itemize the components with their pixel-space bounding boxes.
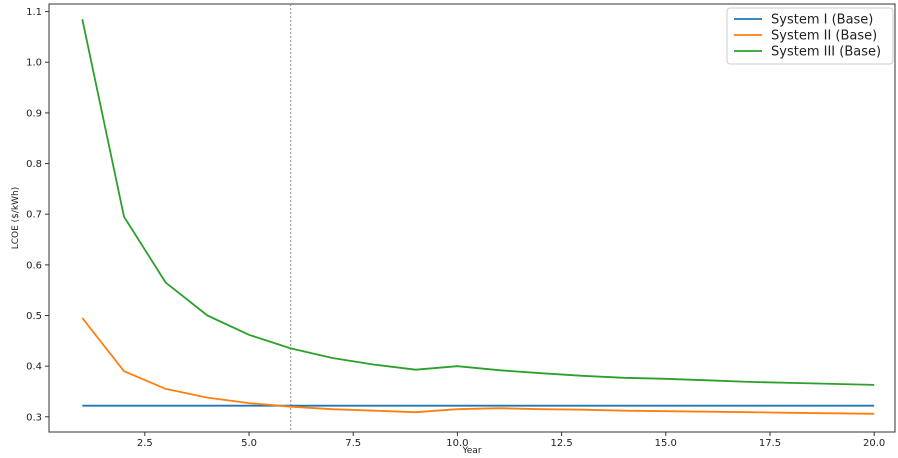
series-line-2: [81, 317, 875, 415]
x-tick-label: 15.0: [655, 438, 677, 449]
x-axis-title: Year: [461, 446, 481, 456]
legend-box: [726, 7, 894, 65]
legend-label: System I (Base): [771, 13, 873, 28]
x-tick-label: 20.0: [863, 438, 885, 449]
x-tick-label: 2.5: [137, 438, 153, 449]
legend-label: System III (Base): [771, 45, 881, 60]
y-tick-label: 0.8: [26, 159, 42, 170]
y-tick-label: 0.6: [26, 260, 42, 271]
y-tick-label: 1.1: [26, 7, 42, 18]
y-axis-title: LCOE ($/kWh): [11, 187, 21, 250]
series-layer: [81, 19, 875, 415]
x-tick-label: 12.5: [550, 438, 572, 449]
series-line-3: [81, 19, 875, 386]
x-tick-label: 5.0: [241, 438, 257, 449]
x-axis-ticks: 2.5 5.0 7.5 10.0 12.5 15.0 17.5 20.0: [137, 432, 885, 449]
x-tick-label: 17.5: [759, 438, 781, 449]
x-tick-label: 10.0: [446, 438, 468, 449]
x-tick-label: 7.5: [345, 438, 361, 449]
legend-items: System I (Base)System II (Base)System II…: [734, 13, 881, 60]
plot-area: [48, 3, 896, 433]
y-tick-label: 1.0: [26, 58, 42, 69]
y-tick-label: 0.3: [26, 412, 42, 423]
y-tick-label: 0.7: [26, 210, 42, 221]
y-tick-label: 0.5: [26, 311, 42, 322]
y-axis-ticks: 0.3 0.4 0.5 0.6 0.7 0.8 0.9 1.0 1.1: [26, 7, 49, 423]
legend-label: System II (Base): [771, 29, 877, 44]
y-tick-label: 0.9: [26, 108, 42, 119]
legend: System I (Base)System II (Base)System II…: [726, 7, 894, 65]
y-tick-label: 0.4: [26, 362, 42, 373]
